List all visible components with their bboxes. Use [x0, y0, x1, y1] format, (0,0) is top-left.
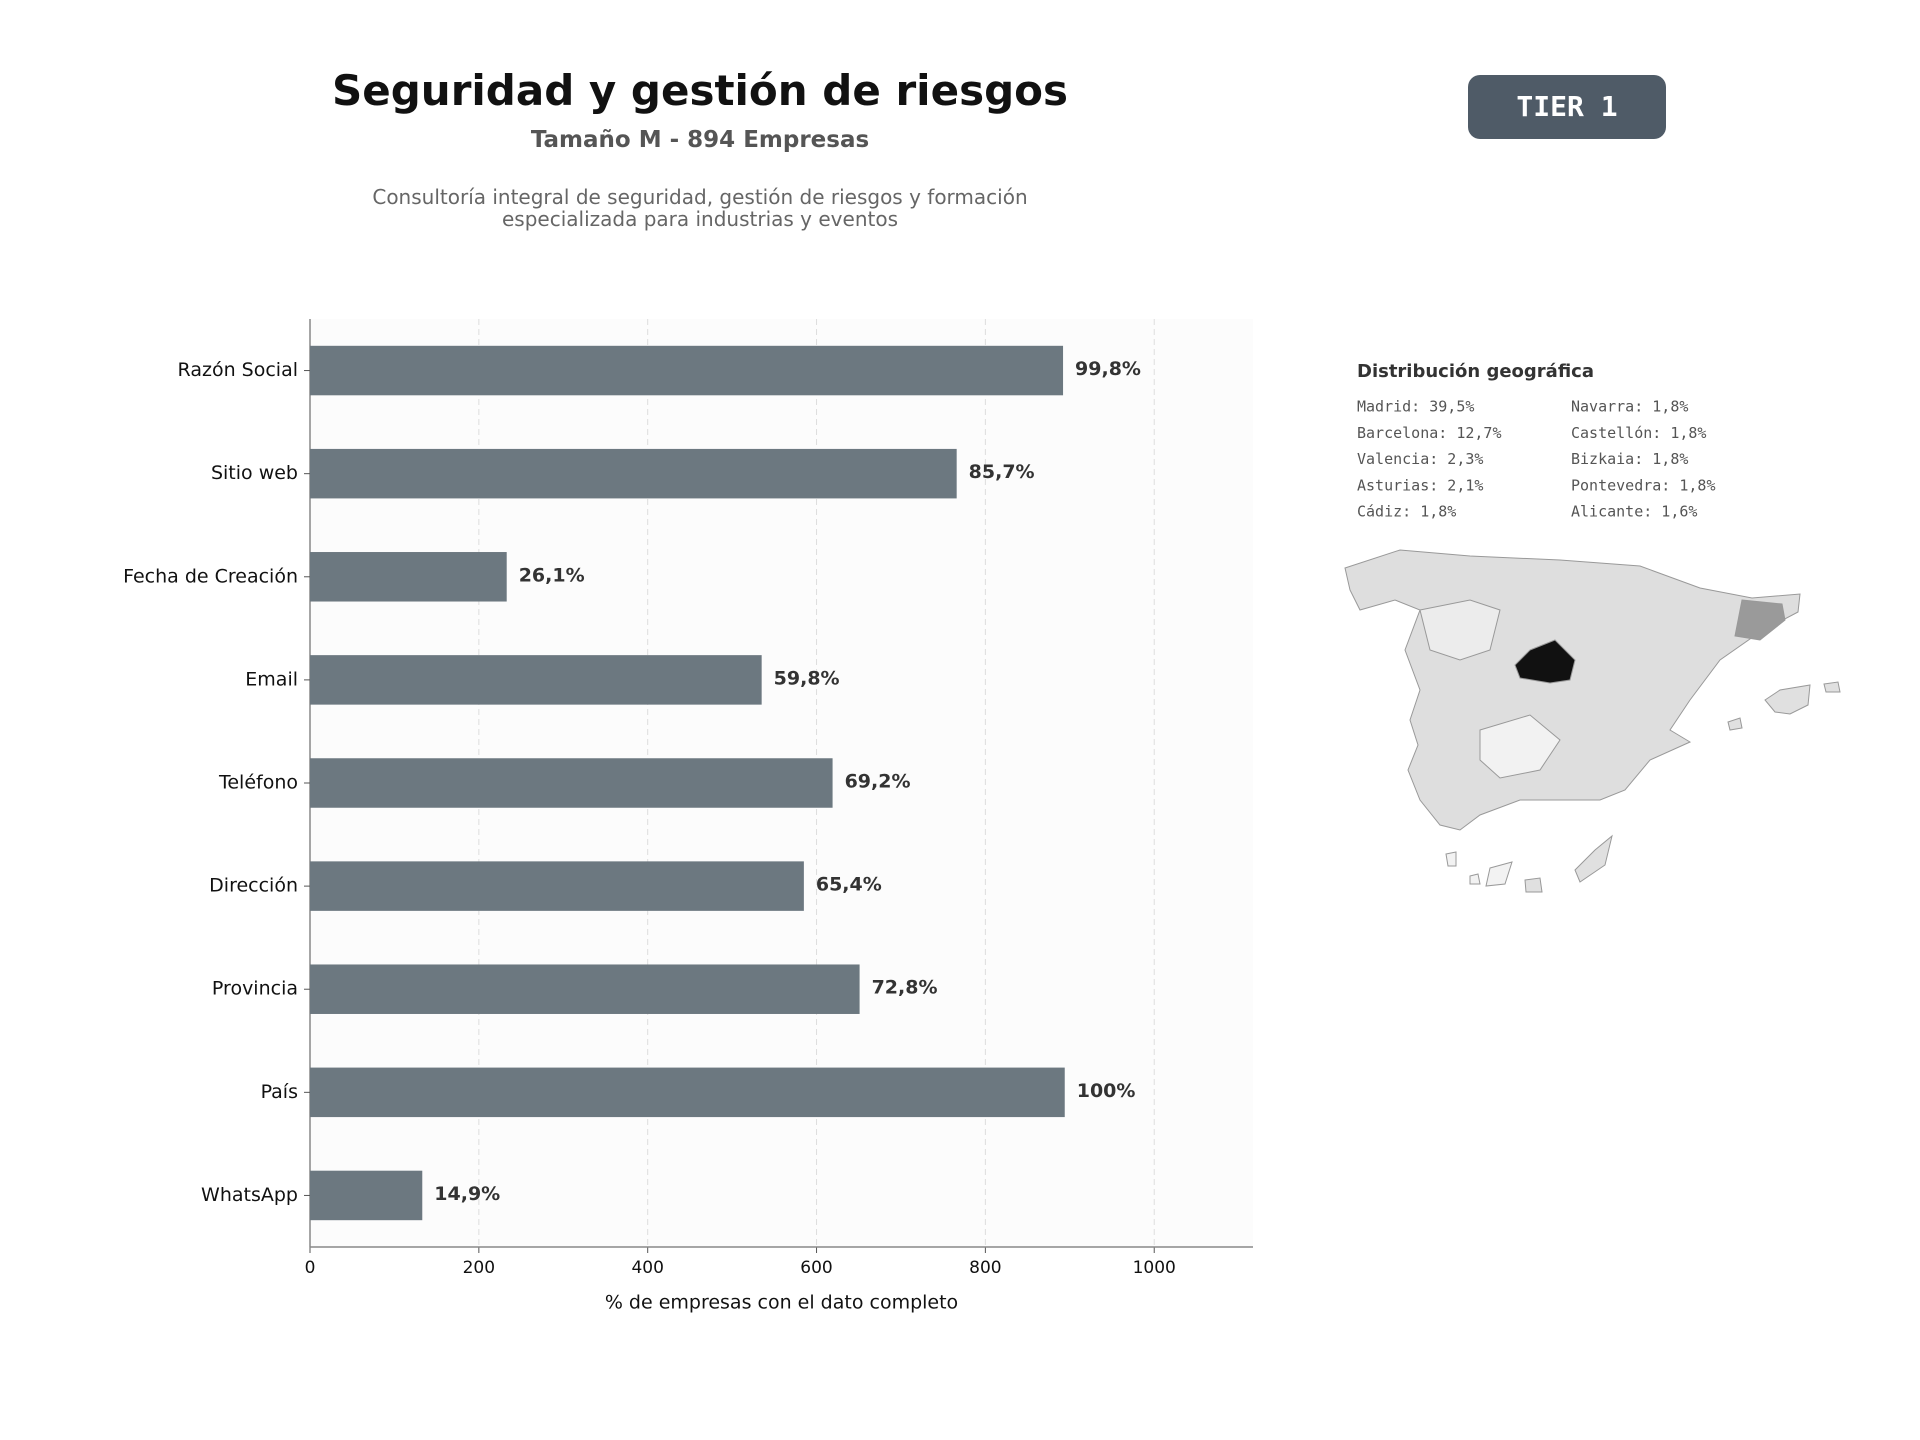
- y-tick-label: Dirección: [209, 875, 298, 897]
- bar: [310, 1170, 423, 1221]
- spain-map: [1344, 549, 1841, 893]
- bar: [310, 1067, 1065, 1118]
- map-item: Madrid: 39,5%: [1357, 398, 1474, 416]
- x-tick-label: 800: [969, 1258, 1001, 1278]
- bar: [310, 552, 507, 602]
- bar: [310, 448, 957, 499]
- tier-badge: TIER 1: [1468, 75, 1666, 139]
- value-label: 72,8%: [872, 977, 938, 999]
- y-tick-label: Teléfono: [218, 772, 298, 794]
- description: Consultoría integral de seguridad, gesti…: [372, 185, 1028, 231]
- bar: [310, 758, 833, 808]
- y-tick-label: País: [261, 1081, 298, 1103]
- x-axis-label: % de empresas con el dato completo: [605, 1292, 958, 1314]
- title: Seguridad y gestión de riesgos: [332, 66, 1068, 115]
- map-item: Navarra: 1,8%: [1571, 398, 1688, 416]
- map-item: Pontevedra: 1,8%: [1571, 476, 1716, 494]
- x-tick-label: 200: [463, 1258, 495, 1278]
- bar: [310, 861, 804, 911]
- value-label: 99,8%: [1075, 358, 1141, 380]
- map-item: Castellón: 1,8%: [1571, 424, 1706, 442]
- map-item: Alicante: 1,6%: [1571, 503, 1697, 521]
- x-tick-label: 400: [631, 1258, 663, 1278]
- value-label: 26,1%: [519, 564, 585, 586]
- y-tick-label: Sitio web: [211, 462, 298, 484]
- map-item: Cádiz: 1,8%: [1357, 503, 1456, 521]
- value-label: 85,7%: [969, 461, 1035, 483]
- map-title: Distribución geográfica: [1357, 361, 1594, 382]
- subtitle: Tamaño M - 894 Empresas: [530, 127, 870, 153]
- value-label: 100%: [1077, 1080, 1136, 1102]
- y-tick-label: Razón Social: [178, 359, 298, 381]
- value-label: 69,2%: [845, 771, 911, 793]
- y-tick-label: Fecha de Creación: [123, 565, 298, 587]
- bar: [310, 655, 762, 705]
- x-tick-label: 1000: [1133, 1258, 1176, 1278]
- map-item: Bizkaia: 1,8%: [1571, 450, 1688, 468]
- x-tick-label: 600: [800, 1258, 832, 1278]
- y-tick-label: Provincia: [212, 978, 298, 1000]
- value-label: 65,4%: [816, 874, 882, 896]
- value-label: 59,8%: [774, 667, 840, 689]
- bar: [310, 345, 1064, 396]
- y-tick-label: WhatsApp: [201, 1184, 298, 1206]
- map-item: Asturias: 2,1%: [1357, 476, 1483, 494]
- map-item: Barcelona: 12,7%: [1357, 424, 1502, 442]
- y-tick-label: Email: [245, 668, 298, 690]
- value-label: 14,9%: [434, 1183, 500, 1205]
- bar: [310, 964, 860, 1014]
- x-tick-label: 0: [305, 1258, 316, 1278]
- map-item: Valencia: 2,3%: [1357, 450, 1483, 468]
